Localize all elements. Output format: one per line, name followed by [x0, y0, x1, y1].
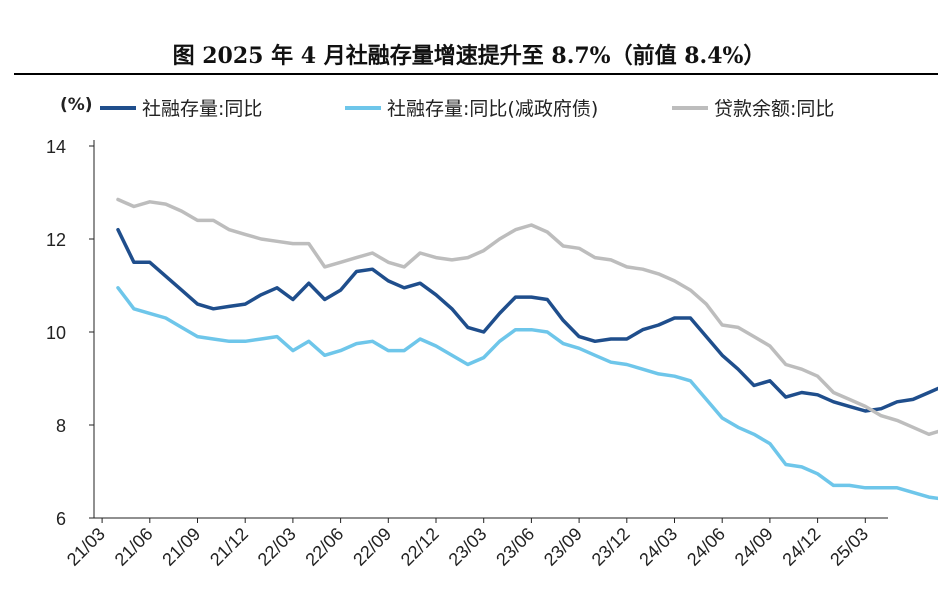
x-tick-label: 22/09 — [349, 524, 395, 570]
legend-label-2: 社融存量:同比(减政府债) — [387, 98, 598, 120]
legend: 社融存量:同比 社融存量:同比(减政府债) 贷款余额:同比 — [100, 98, 834, 120]
legend-label-3: 贷款余额:同比 — [714, 98, 834, 120]
legend-label-1: 社融存量:同比 — [142, 98, 262, 120]
series-line-3 — [116, 197, 938, 437]
x-tick-label: 24/09 — [731, 524, 777, 570]
title-rule — [14, 73, 938, 75]
x-tick-label: 24/03 — [635, 524, 681, 570]
x-tick-label: 21/03 — [63, 524, 109, 570]
y-tick-label: 8 — [56, 416, 66, 436]
y-tick-label: 12 — [46, 230, 66, 250]
x-tick-label: 23/03 — [445, 524, 491, 570]
chart-title: 图 2025 年 4 月社融存量增速提升至 8.7%（前值 8.4%） — [172, 43, 766, 69]
x-tick-label: 24/06 — [683, 524, 729, 570]
x-tick-label: 25/03 — [826, 524, 872, 570]
x-tick-label: 23/12 — [588, 524, 634, 570]
x-tick-label: 22/12 — [397, 524, 443, 570]
x-tick-label: 21/06 — [111, 524, 157, 570]
x-tick-label: 21/12 — [206, 524, 252, 570]
y-tick-label: 10 — [46, 323, 66, 343]
y-tick-label: 14 — [46, 137, 66, 157]
series-line-1 — [116, 227, 938, 413]
x-tick-label: 22/03 — [254, 524, 300, 570]
x-tick-label: 23/09 — [540, 524, 586, 570]
x-tick-label: 22/06 — [301, 524, 347, 570]
series-line-2 — [116, 286, 938, 501]
x-tick-label: 23/06 — [492, 524, 538, 570]
x-tick-label: 24/12 — [778, 524, 824, 570]
series-group — [116, 197, 938, 501]
y-tick-label: 6 — [56, 509, 66, 529]
y-axis-unit: (%) — [60, 95, 93, 115]
x-tick-label: 21/09 — [158, 524, 204, 570]
